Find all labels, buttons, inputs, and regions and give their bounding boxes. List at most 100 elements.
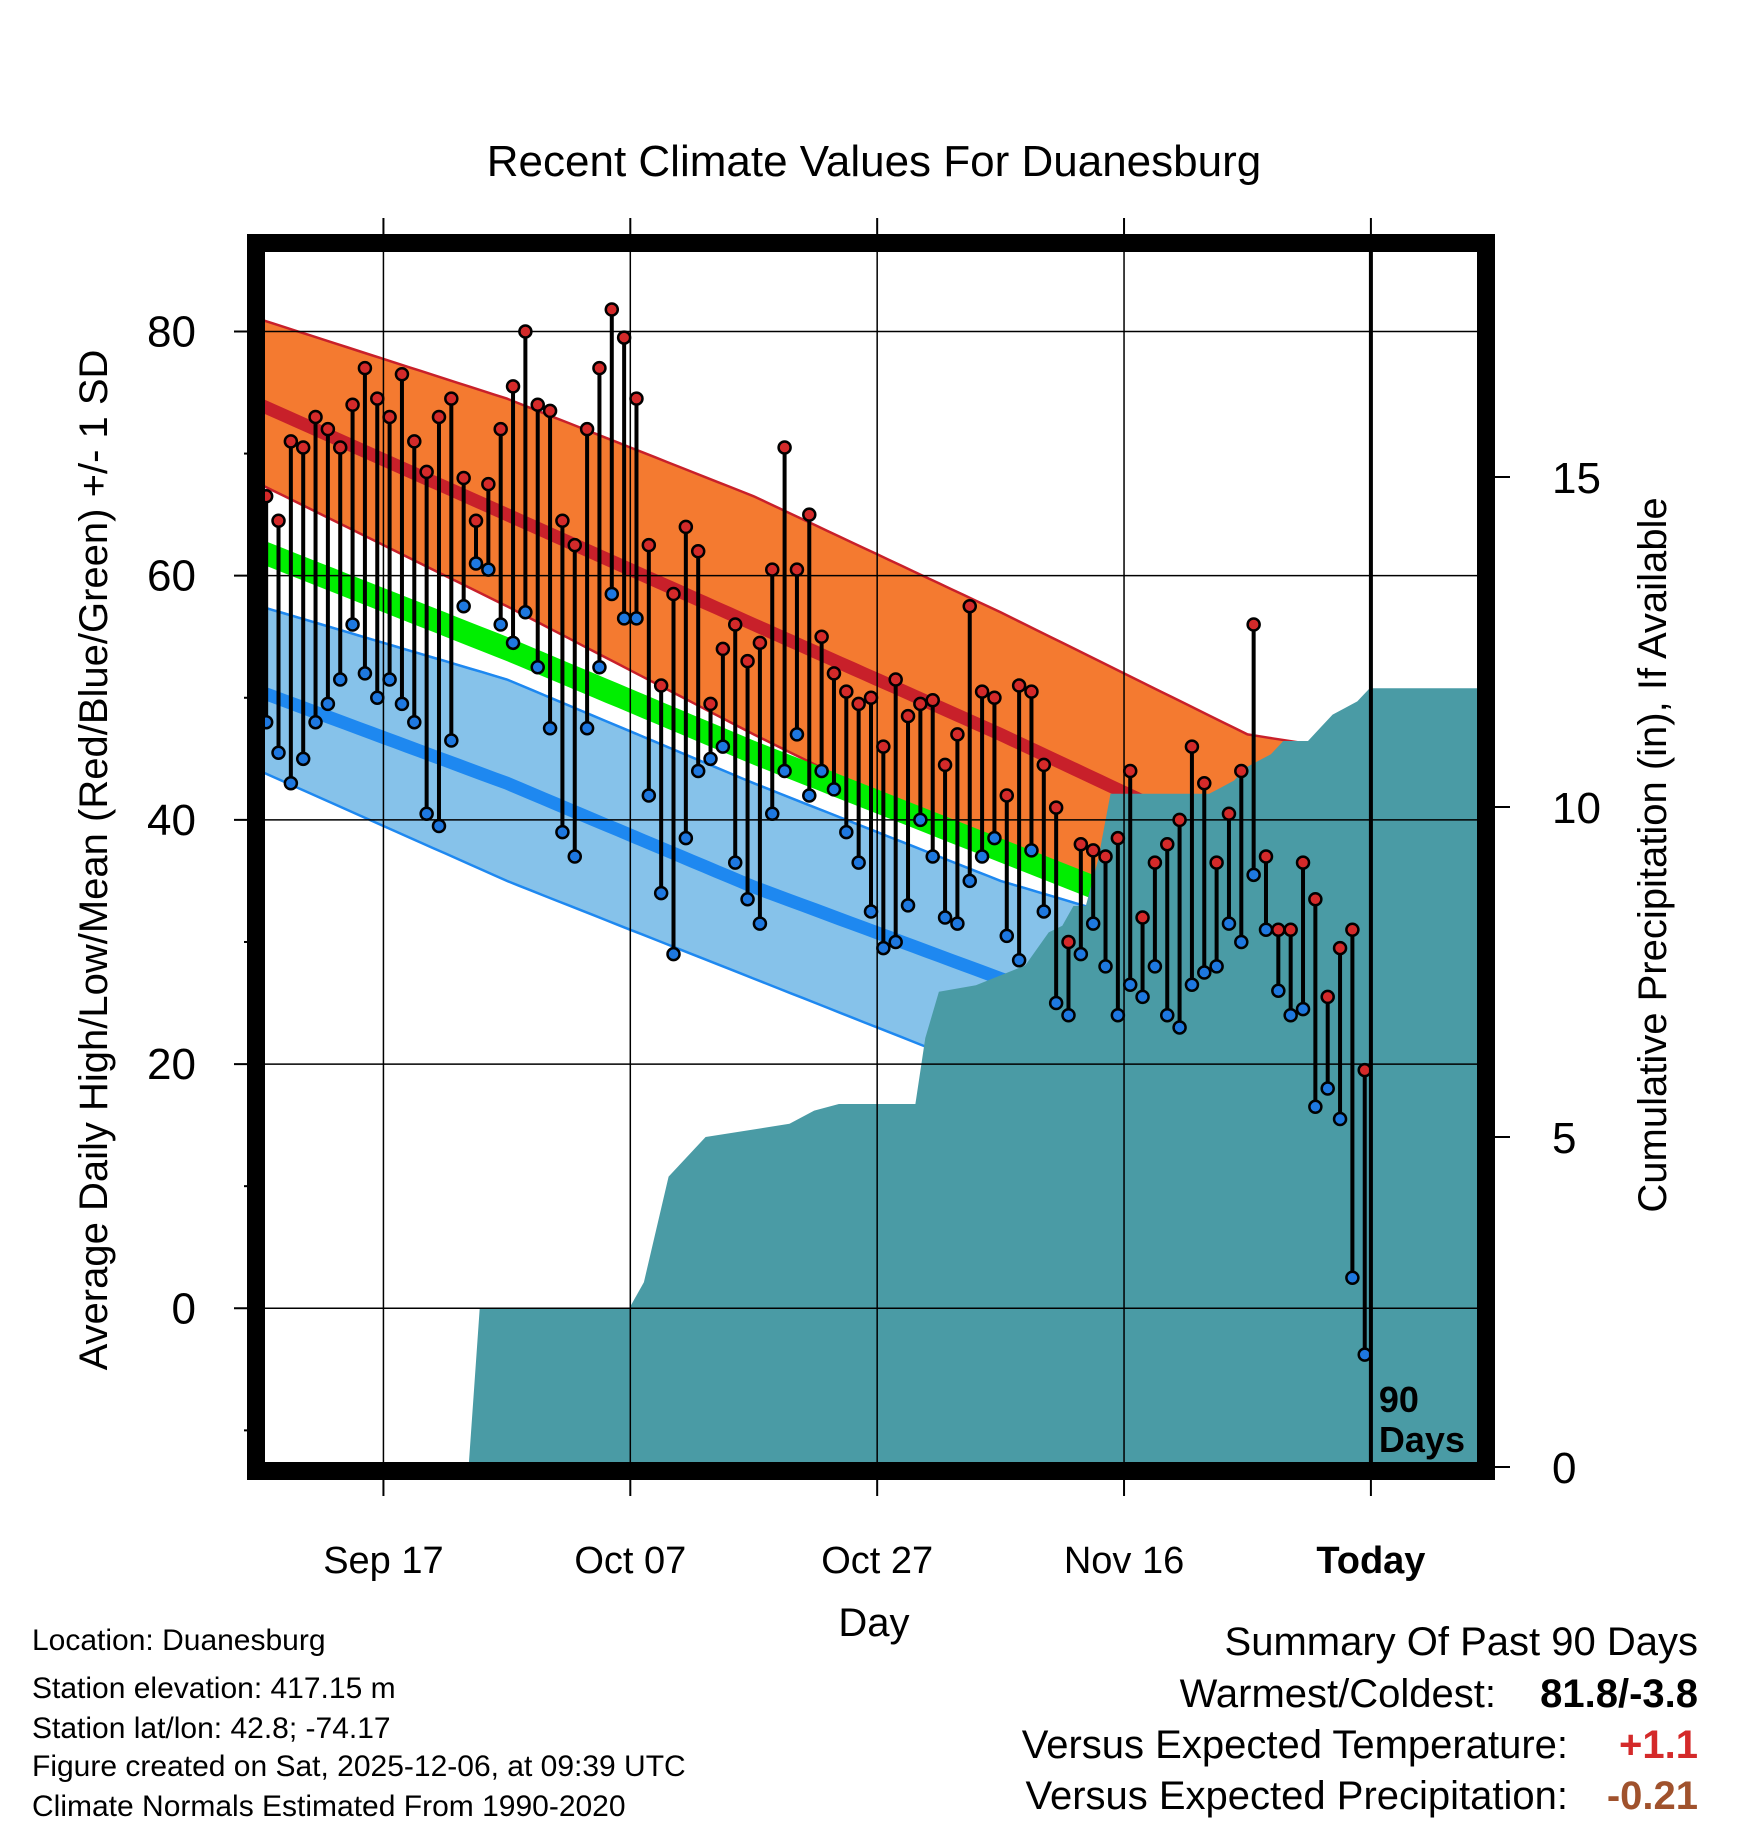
- daily-high-point: [1283, 922, 1298, 938]
- daily-high-point: [1073, 837, 1089, 852]
- daily-high-point: [1085, 843, 1101, 858]
- daily-low-point: [518, 605, 533, 620]
- daily-high-point: [567, 537, 583, 553]
- daily-low-point: [493, 617, 508, 632]
- daily-high-point: [851, 696, 866, 712]
- daily-low-point: [629, 611, 644, 626]
- daily-low-point: [271, 745, 286, 760]
- daily-low-point: [851, 855, 866, 870]
- daily-low-point: [777, 763, 792, 779]
- y-tick-label: 20: [147, 1040, 196, 1089]
- daily-high-point: [802, 507, 817, 522]
- daily-low-point: [604, 586, 620, 602]
- daily-high-point: [283, 434, 299, 449]
- y2-axis-label: Cumulative Precipitation (in), If Availa…: [1631, 497, 1675, 1212]
- daily-low-point: [357, 666, 373, 681]
- daily-low-point: [295, 751, 311, 767]
- daily-high-point: [653, 678, 669, 693]
- daily-high-point: [863, 690, 879, 706]
- y2-tick-label: 10: [1552, 784, 1601, 833]
- daily-low-point: [999, 928, 1015, 944]
- summary-temp-label: Versus Expected Temperature:: [1021, 1723, 1568, 1767]
- daily-low-point: [1209, 959, 1224, 974]
- daily-low-point: [419, 806, 434, 822]
- daily-low-point: [888, 934, 903, 950]
- daily-high-point: [1011, 678, 1027, 693]
- daily-low-point: [839, 824, 854, 840]
- daily-low-point: [653, 885, 669, 901]
- daily-high-point: [1098, 849, 1113, 864]
- daily-high-point: [715, 641, 731, 657]
- daily-low-point: [1122, 977, 1138, 992]
- daily-low-point: [308, 714, 323, 730]
- daily-low-point: [283, 775, 299, 791]
- daily-low-point: [579, 721, 595, 736]
- daily-low-point: [740, 891, 755, 907]
- daily-high-point: [1110, 830, 1126, 846]
- daily-high-point: [789, 562, 805, 577]
- x-tick-label: Oct 27: [821, 1540, 933, 1582]
- x-tick-label: Nov 16: [1064, 1540, 1184, 1582]
- daily-high-point: [505, 379, 521, 394]
- daily-high-point: [876, 739, 891, 754]
- daily-low-point: [567, 849, 583, 864]
- daily-low-point: [950, 916, 965, 931]
- daily-high-point: [629, 391, 644, 406]
- x-tick-label: Sep 17: [323, 1540, 443, 1582]
- daily-high-point: [431, 409, 447, 425]
- summary-precip-label: Versus Expected Precipitation:: [1025, 1774, 1568, 1818]
- daily-low-point: [752, 916, 768, 931]
- daily-low-point: [974, 849, 990, 864]
- daily-low-point: [1197, 965, 1212, 980]
- daily-low-point: [1159, 1007, 1175, 1023]
- daily-high-point: [1320, 989, 1335, 1005]
- x-tick-label: Today: [1316, 1540, 1425, 1582]
- daily-high-point: [345, 397, 360, 412]
- summary-title: Summary Of Past 90 Days: [1224, 1620, 1698, 1664]
- daily-low-point: [876, 940, 891, 956]
- daily-low-point: [937, 910, 953, 925]
- y2-tick-label: 0: [1552, 1444, 1576, 1493]
- daily-low-point: [913, 812, 928, 828]
- x-axis-label: Day: [838, 1601, 909, 1645]
- meta-location: Location: Duanesburg: [32, 1624, 326, 1657]
- daily-low-point: [1048, 995, 1064, 1011]
- daily-high-point: [678, 519, 694, 535]
- daily-low-point: [1036, 904, 1052, 919]
- daily-high-point: [1159, 837, 1175, 852]
- daily-high-point: [987, 690, 1002, 706]
- y-tick-label: 80: [147, 307, 196, 356]
- daily-high-point: [604, 302, 620, 317]
- daily-high-point: [592, 360, 607, 376]
- daily-high-point: [1221, 806, 1237, 822]
- daily-high-point: [641, 537, 657, 553]
- daily-high-point: [1197, 775, 1212, 791]
- daily-high-point: [394, 366, 410, 382]
- daily-high-point: [1345, 922, 1360, 938]
- daily-high-point: [308, 409, 323, 425]
- daily-high-point: [542, 403, 558, 419]
- daily-low-point: [431, 818, 447, 834]
- daily-high-point: [271, 513, 286, 528]
- daily-low-point: [641, 788, 657, 803]
- daily-high-point: [555, 513, 570, 528]
- daily-low-point: [1271, 983, 1286, 999]
- daily-high-point: [456, 470, 471, 486]
- meta-elevation: Station elevation: 417.15 m: [32, 1672, 396, 1705]
- chart-title: Recent Climate Values For Duanesburg: [487, 137, 1261, 186]
- daily-high-point: [1308, 891, 1323, 907]
- daily-high-point: [1061, 934, 1076, 950]
- daily-high-point: [888, 672, 903, 687]
- daily-low-point: [925, 849, 940, 864]
- daily-high-point: [1147, 855, 1163, 870]
- daily-high-point: [1024, 684, 1039, 699]
- daily-low-point: [715, 739, 731, 754]
- daily-high-point: [765, 562, 780, 577]
- daily-low-point: [1024, 843, 1039, 858]
- daily-high-point: [950, 727, 965, 742]
- daily-high-point: [1246, 617, 1261, 632]
- daily-low-point: [678, 830, 694, 846]
- daily-low-point: [1085, 916, 1101, 931]
- daily-low-point: [1258, 922, 1274, 938]
